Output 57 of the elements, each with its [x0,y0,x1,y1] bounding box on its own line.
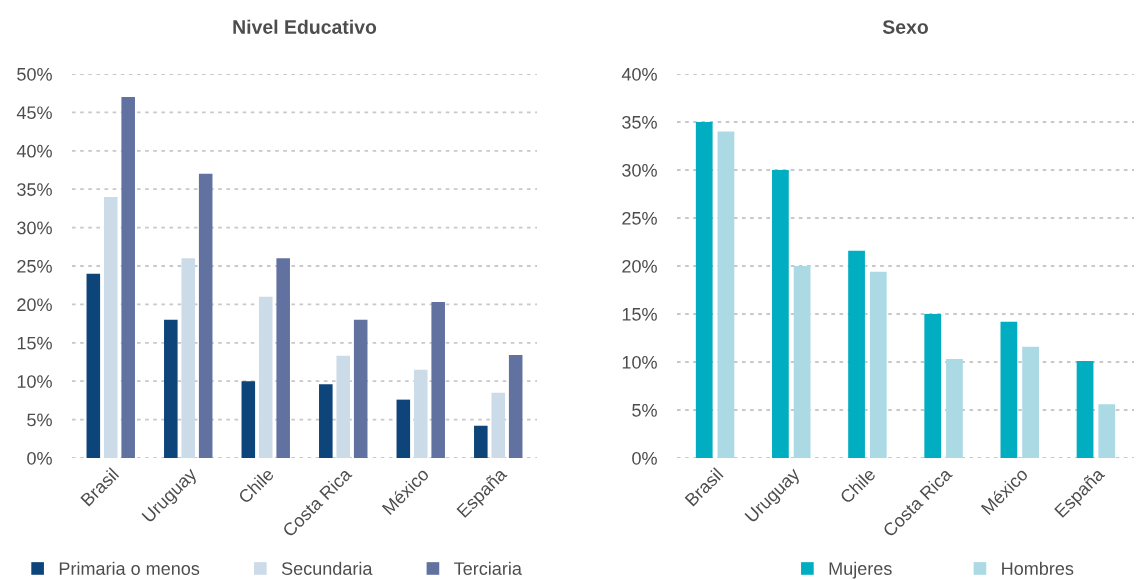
bar [431,302,445,458]
y-tick-label: 30% [622,163,657,177]
y-tick-label: 45% [16,106,52,120]
legend-label: Primaria o menos [59,561,200,575]
bar [717,131,735,458]
bar [508,355,523,458]
y-tick-label: 50% [17,67,52,81]
y-tick-label: 25% [622,211,657,225]
bar [793,266,811,458]
bar [396,399,411,458]
y-tick-label: 35% [17,183,52,196]
bar [474,425,488,458]
legend-label: Mujeres [829,561,892,579]
y-tick-label: 35% [622,115,657,129]
y-tick-label: 5% [632,404,657,417]
chart-title: Sexo [882,20,928,34]
bar [491,392,506,458]
y-tick-label: 0% [27,451,52,465]
legend-label: Terciaria [454,561,522,575]
y-tick-label: 20% [17,298,52,312]
legend-label: Secundaria [281,561,373,575]
bar [772,170,789,458]
bar [1098,404,1116,458]
chart-title: Nivel Educativo [233,19,377,34]
bar [946,359,963,458]
y-tick-label: 40% [16,144,52,158]
bar [103,196,118,458]
bar [121,97,135,458]
y-tick-label: 10% [17,375,52,388]
bar [258,296,273,458]
bar [1076,361,1094,458]
bar [869,271,887,458]
legend-label: Hombres [1002,561,1074,575]
bar [336,355,351,458]
bar [695,122,713,458]
y-tick-label: 15% [622,308,657,321]
y-tick-label: 30% [17,221,52,235]
bar [241,381,256,458]
y-tick-label: 20% [622,259,657,273]
y-tick-label: 15% [17,336,52,350]
bar [319,384,333,458]
bar [924,314,942,458]
bar [1022,346,1039,458]
y-tick-label: 5% [27,413,52,427]
y-tick-label: 10% [622,355,657,369]
bar [86,273,101,458]
bar [276,258,290,458]
bar [1000,321,1018,458]
bar [164,319,178,458]
bar [353,319,368,458]
bar [848,250,865,458]
bar [181,258,196,458]
bar [413,369,428,458]
bar [198,173,213,458]
y-tick-label: 0% [632,451,657,465]
y-tick-label: 25% [17,259,52,273]
y-tick-label: 40% [621,67,657,81]
